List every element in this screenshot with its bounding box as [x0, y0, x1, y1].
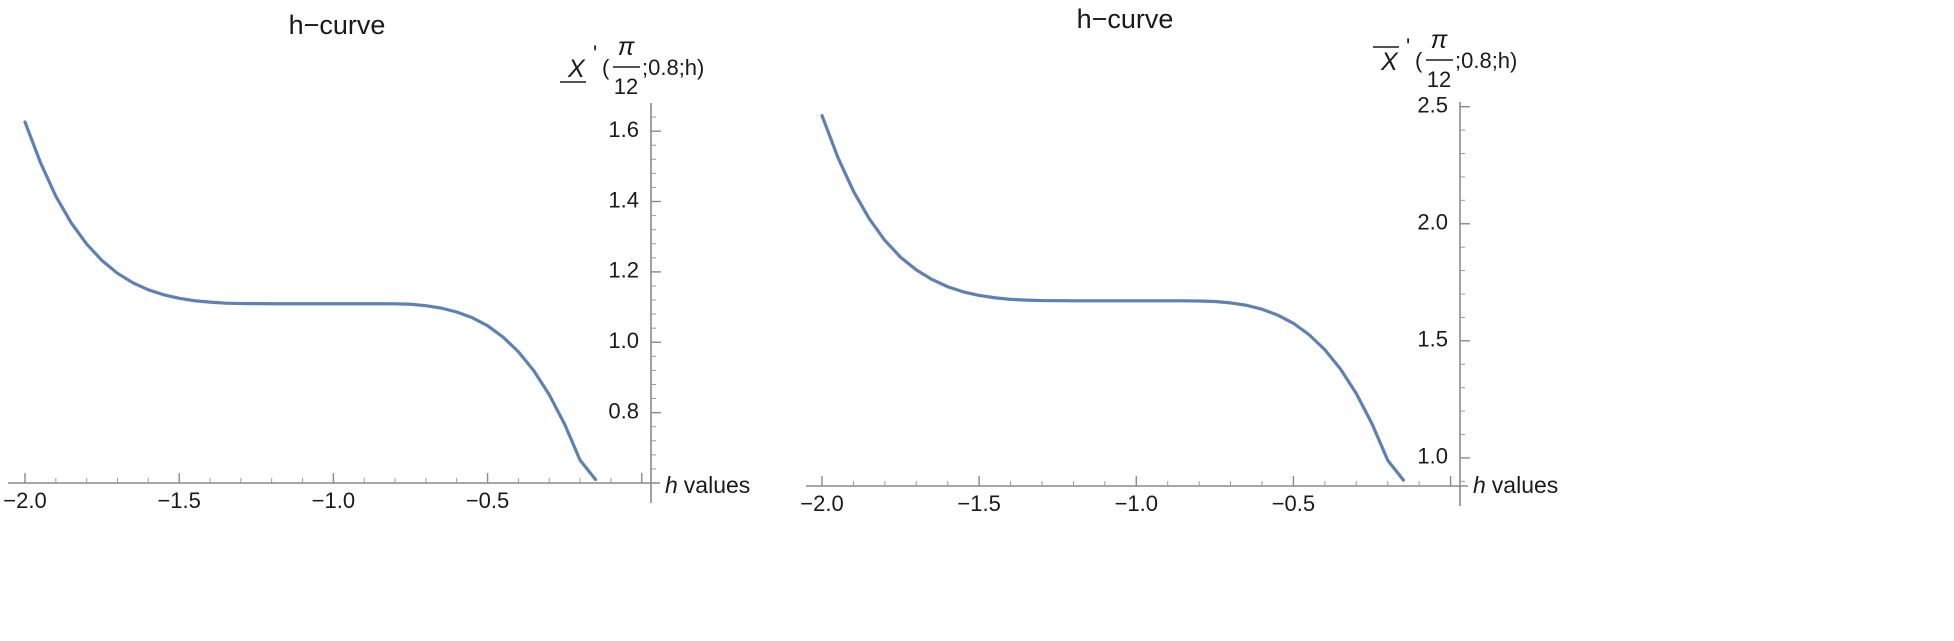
x-tick-label: −0.5 [466, 488, 509, 513]
y-tick-label: 1.2 [608, 258, 639, 283]
y-tick-label: 0.8 [608, 398, 639, 423]
chart-title: h−curve [1077, 4, 1174, 34]
y-label-denominator: 12 [1427, 67, 1451, 92]
y-tick-label: 1.6 [608, 117, 639, 142]
y-label-denominator: 12 [614, 74, 638, 99]
y-axis-label: X '( π 12;0.8;h) [1373, 26, 1517, 92]
x-axis-label-var: h [1473, 472, 1486, 498]
chart-title: h−curve [289, 10, 386, 40]
x-tick-label: −1.5 [157, 488, 200, 513]
x-axis-label-text: values [1492, 472, 1558, 498]
series-line-0 [23, 120, 598, 482]
x-axis-label-var: h [665, 472, 678, 498]
x-tick-label: −1.5 [957, 491, 1000, 516]
y-label-numerator: π [618, 33, 636, 61]
y-label-numerator: π [1431, 26, 1449, 54]
y-tick-label: 1.5 [1417, 327, 1448, 352]
y-tick-label: 1.4 [608, 187, 639, 212]
y-tick-label: 1.0 [1417, 444, 1448, 469]
right-chart: h−curve −2.0 −1.5 −1.0 −0.5 1.0 1.5 2.0 2.5 h valu… [800, 4, 1558, 516]
x-tick-label: −1.0 [312, 488, 355, 513]
y-label-rest: ;0.8;h) [642, 55, 704, 80]
y-tick-label: 2.0 [1417, 210, 1448, 235]
x-axis-label: h values [1473, 472, 1558, 498]
x-tick-label: −1.0 [1115, 491, 1158, 516]
y-label-open: ( [1415, 48, 1423, 73]
y-tick-label: 1.0 [608, 328, 639, 353]
x-axis-label-text: values [684, 472, 750, 498]
y-label-prime: ' [593, 41, 597, 66]
x-tick-label: −0.5 [1272, 491, 1315, 516]
y-label-open: ( [602, 55, 610, 80]
y-axis-label: X '( π 12;0.8;h) [560, 33, 704, 99]
y-tick-label: 2.5 [1417, 92, 1448, 117]
y-label-rest: ;0.8;h) [1455, 48, 1517, 73]
y-label-var: X [567, 55, 586, 83]
x-axis-label: h values [665, 472, 750, 498]
y-label-var: X [1380, 48, 1399, 76]
y-label-prime: ' [1406, 34, 1410, 59]
x-tick-label: −2.0 [800, 491, 843, 516]
left-chart: h−curve −2.0 −1.5 −1.0 −0.5 0.8 1.0 1.2 1.4 1.6 h v… [3, 10, 750, 513]
x-tick-label: −2.0 [3, 488, 46, 513]
series-line-0 [820, 113, 1406, 482]
